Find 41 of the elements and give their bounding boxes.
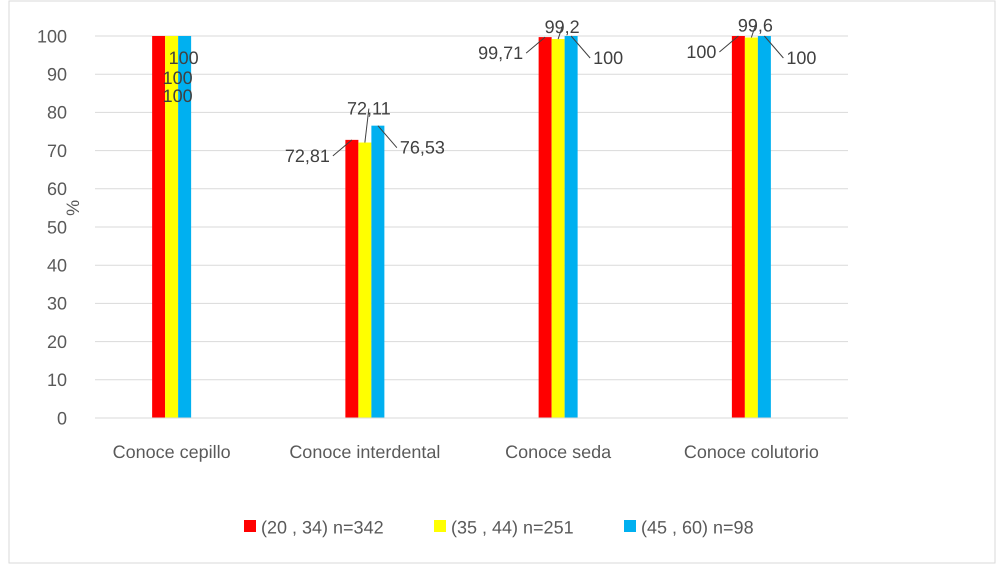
bar xyxy=(732,36,745,418)
data-label: 100 xyxy=(162,68,193,88)
y-tick-label: 20 xyxy=(46,332,67,352)
data-label: 100 xyxy=(686,42,716,62)
bar xyxy=(552,39,565,418)
bar xyxy=(371,126,384,418)
data-label: 99,71 xyxy=(478,43,524,64)
data-label: 100 xyxy=(786,48,816,68)
data-label: 72,11 xyxy=(347,98,391,119)
data-label: 100 xyxy=(162,86,193,106)
x-tick-label: Conoce interdental xyxy=(289,442,440,462)
y-tick-label: 60 xyxy=(46,179,67,200)
bar xyxy=(345,140,358,418)
data-label: 99,6 xyxy=(738,16,773,36)
y-tick-label: 40 xyxy=(46,256,67,276)
data-label: 99,2 xyxy=(544,17,580,38)
y-axis-title: % xyxy=(63,200,83,216)
x-tick-label: Conoce cepillo xyxy=(112,442,231,462)
y-tick-label: 80 xyxy=(46,102,67,123)
data-label: 76,53 xyxy=(400,138,445,158)
data-label: 100 xyxy=(168,48,199,68)
y-tick-label: 0 xyxy=(56,408,67,428)
legend-label: (35 , 44) n=251 xyxy=(451,517,574,538)
y-tick-label: 50 xyxy=(46,217,67,238)
bar xyxy=(758,36,771,418)
y-tick-label: 10 xyxy=(46,370,67,390)
legend-label: (20 , 34) n=342 xyxy=(261,517,384,538)
bar xyxy=(538,37,552,418)
bar xyxy=(744,38,758,418)
y-tick-label: 70 xyxy=(46,140,67,161)
bar xyxy=(358,142,372,418)
data-label: 72,81 xyxy=(284,146,330,166)
legend-label: (45 , 60) n=98 xyxy=(641,517,754,538)
bar xyxy=(152,36,166,418)
bar xyxy=(564,36,578,418)
y-tick-label: 30 xyxy=(46,294,67,314)
y-tick-label: 100 xyxy=(36,26,67,46)
x-tick-label: Conoce seda xyxy=(505,442,612,462)
data-label: 100 xyxy=(593,48,624,68)
y-tick-label: 90 xyxy=(46,64,67,84)
x-tick-label: Conoce colutorio xyxy=(684,442,819,462)
